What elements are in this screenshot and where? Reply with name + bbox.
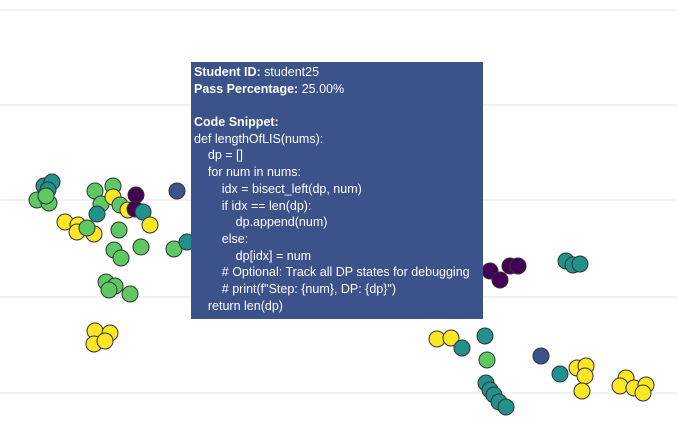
scatter-point[interactable]	[476, 327, 494, 345]
pass-percentage-row: Pass Percentage: 25.00%	[194, 81, 480, 98]
scatter-point[interactable]	[132, 238, 150, 256]
hover-tooltip: Student ID: student25 Pass Percentage: 2…	[191, 62, 483, 319]
code-snippet-label: Code Snippet:	[194, 115, 279, 130]
scatter-point[interactable]	[112, 249, 130, 267]
code-line: dp.append(num)	[194, 215, 328, 230]
scatter-point[interactable]	[509, 257, 527, 275]
scatter-point[interactable]	[532, 347, 550, 365]
student-id-label: Student ID:	[194, 65, 261, 79]
tooltip-spacer	[194, 97, 480, 114]
code-line: def lengthOfLIS(nums):	[194, 131, 324, 146]
code-line: for num in nums:	[194, 165, 301, 180]
scatter-point[interactable]	[571, 255, 589, 273]
code-line: else:	[194, 231, 249, 246]
scatter-point[interactable]	[576, 367, 594, 385]
code-line: idx = bisect_left(dp, num)	[194, 181, 362, 196]
scatter-point[interactable]	[121, 285, 139, 303]
pass-percentage-value: 25.00%	[301, 81, 345, 96]
code-line: return len(dp)	[194, 298, 283, 313]
pass-percentage-label: Pass Percentage:	[194, 81, 299, 96]
student-id-value: student25	[264, 65, 320, 79]
code-line: if idx == len(dp):	[194, 198, 312, 213]
scatter-point[interactable]	[442, 329, 460, 347]
scatter-point[interactable]	[78, 219, 96, 237]
code-line: dp = []	[194, 148, 243, 163]
scatter-point[interactable]	[611, 377, 629, 395]
code-line: dp[idx] = num	[194, 248, 312, 263]
scatter-point[interactable]	[134, 203, 152, 221]
scatter-point[interactable]	[497, 398, 515, 416]
student-id-row: Student ID: student25	[194, 64, 480, 81]
scatter-point[interactable]	[100, 281, 118, 299]
scatter-point[interactable]	[491, 271, 509, 289]
scatter-point[interactable]	[573, 382, 591, 400]
code-line: # print(f"Step: {num}, DP: {dp}")	[194, 281, 397, 296]
scatter-point[interactable]	[478, 351, 496, 369]
scatter-points	[28, 173, 655, 416]
scatter-point[interactable]	[453, 339, 471, 357]
code-snippet-heading: Code Snippet:	[194, 114, 480, 131]
scatter-point[interactable]	[96, 332, 114, 350]
scatter-point[interactable]	[37, 187, 55, 205]
code-snippet: def lengthOfLIS(nums): dp = [] for num i…	[194, 131, 480, 315]
scatter-point[interactable]	[634, 384, 652, 402]
scatter-point[interactable]	[110, 221, 128, 239]
scatter-point[interactable]	[551, 365, 569, 383]
scatter-point[interactable]	[168, 182, 186, 200]
code-line: # Optional: Track all DP states for debu…	[194, 265, 470, 280]
scatter-point[interactable]	[165, 240, 183, 258]
scatter-point[interactable]	[141, 216, 159, 234]
scatter-point[interactable]	[88, 205, 106, 223]
